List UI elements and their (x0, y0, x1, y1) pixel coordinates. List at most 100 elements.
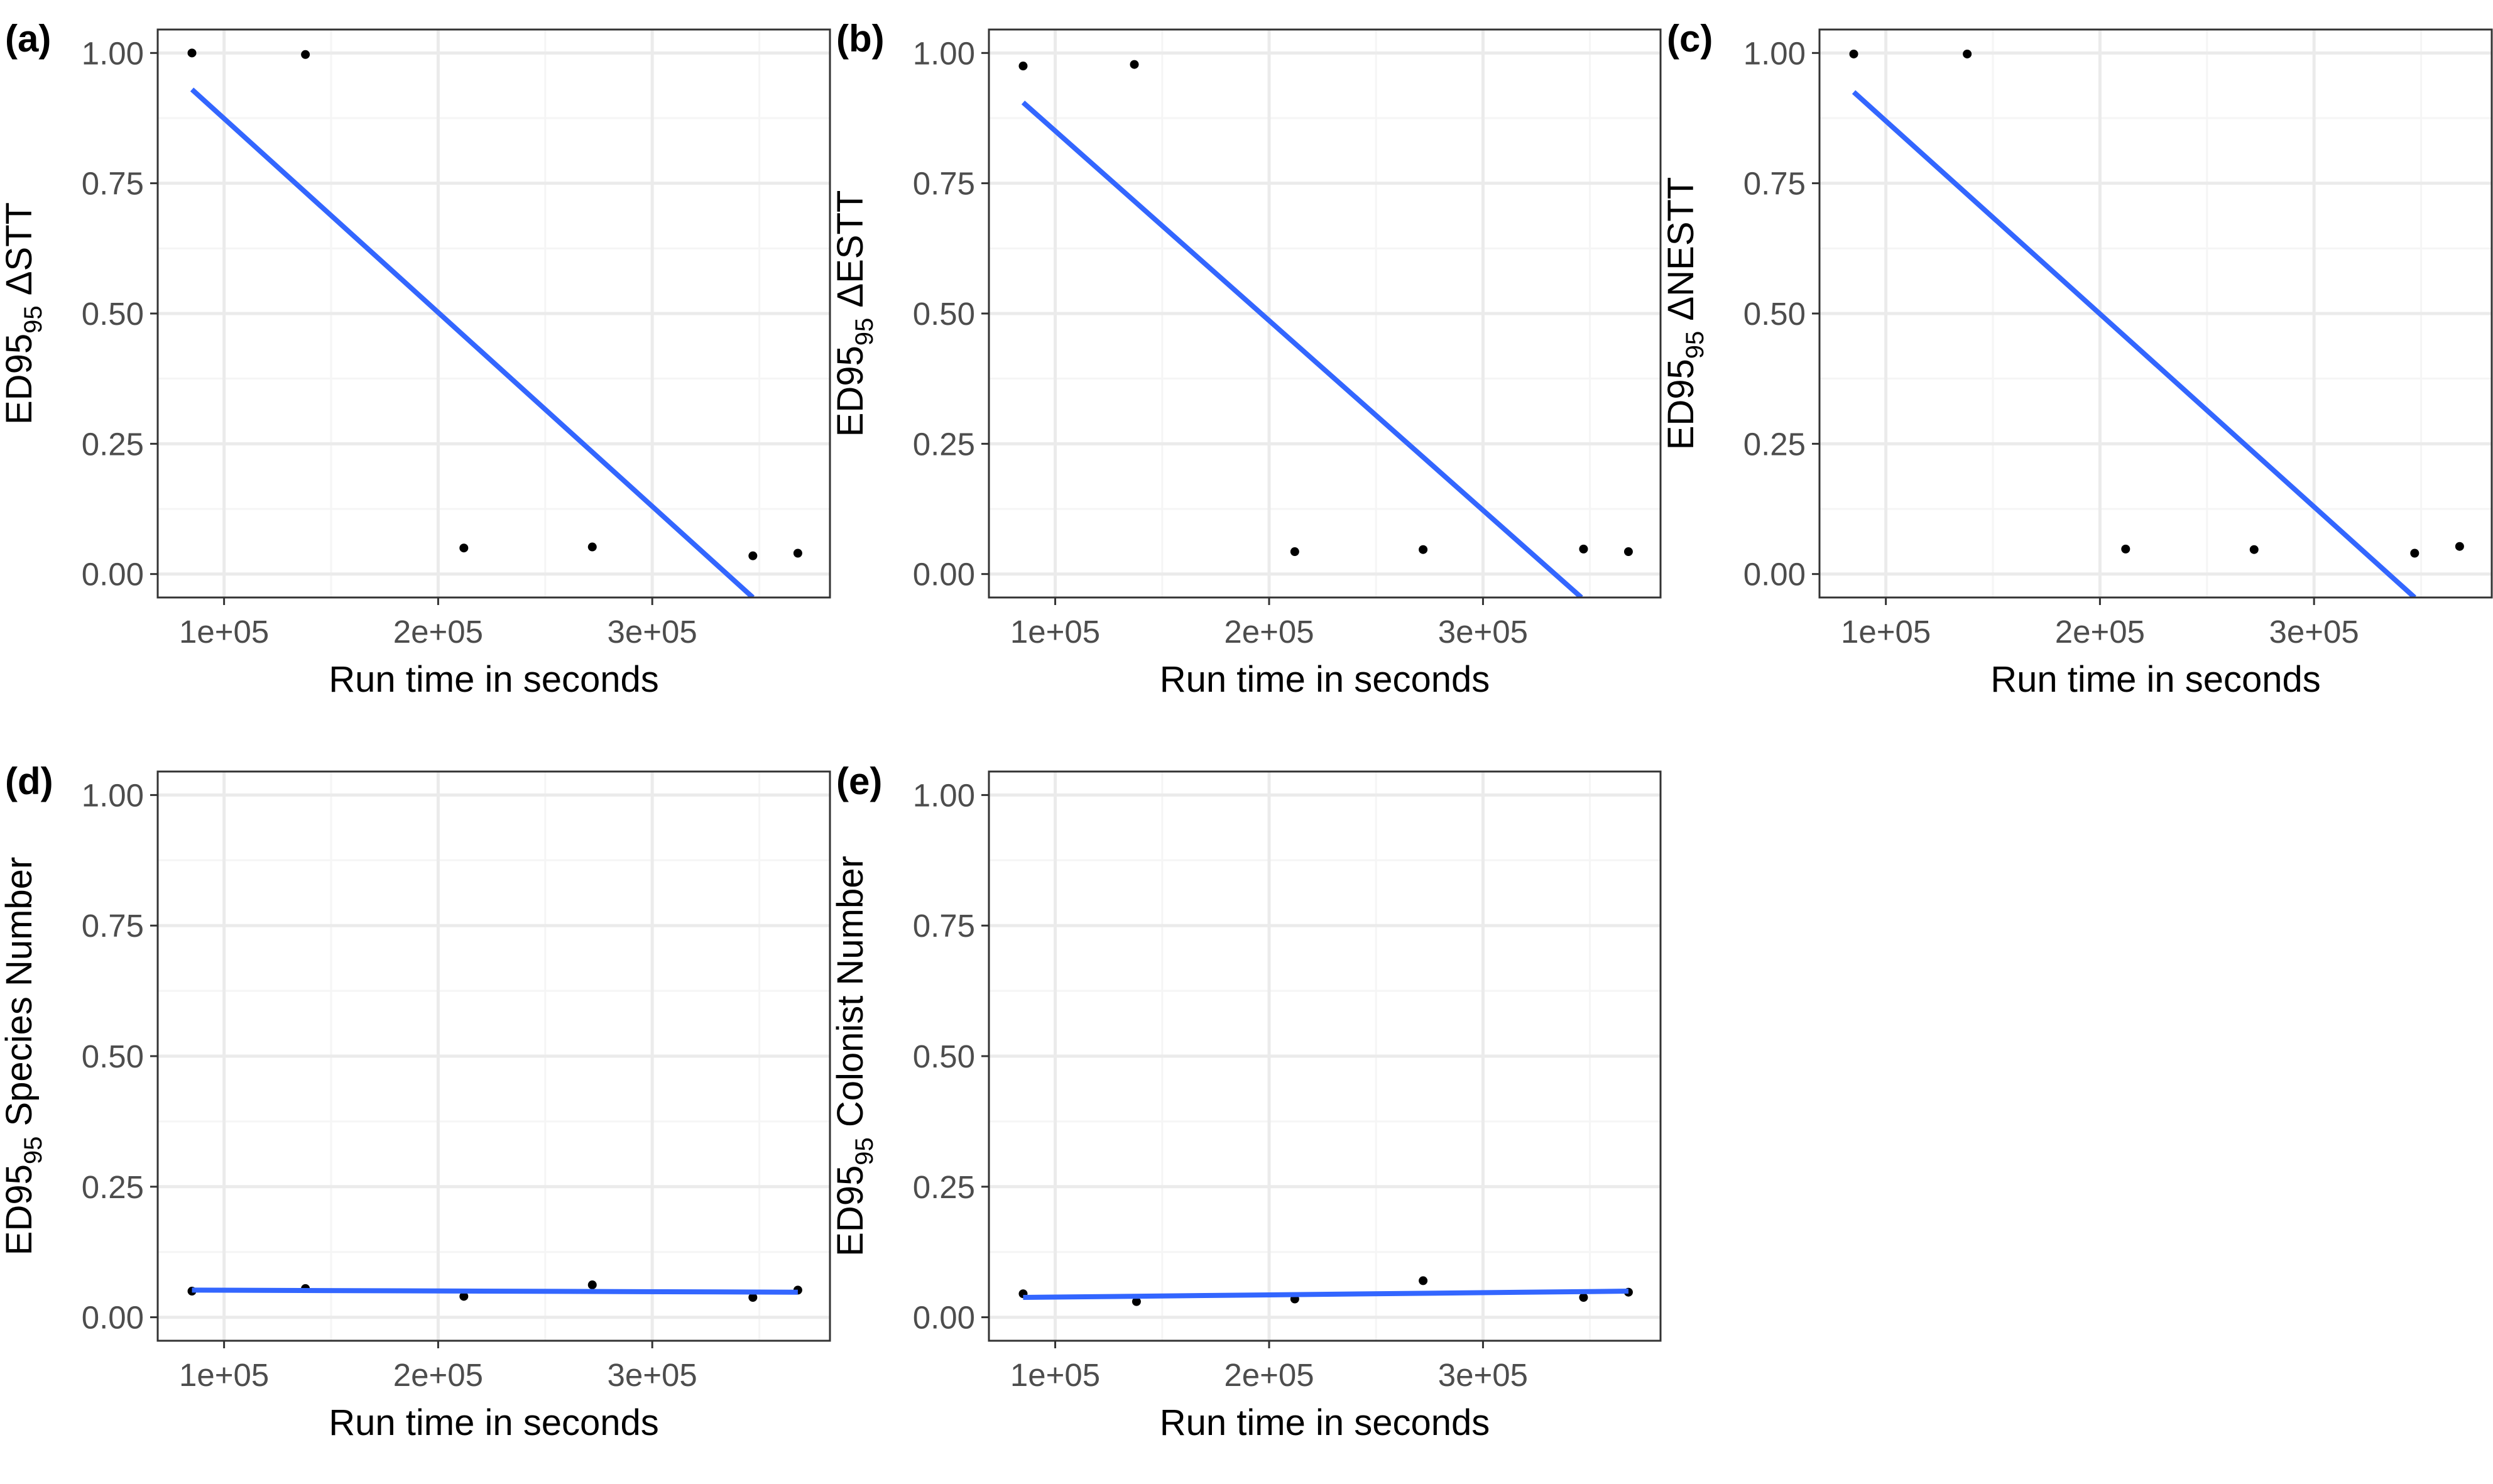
data-point (1579, 1293, 1588, 1302)
panel-b: 0.00 0.25 0.50 0.75 1.00 1e+05 2e+05 3e+05 Run t… (830, 18, 1662, 700)
x-tick-label: 2e+05 (393, 1357, 483, 1393)
y-tick-label: 0.75 (913, 166, 975, 202)
x-axis-title: Run time in seconds (329, 1402, 658, 1443)
fit-line (190, 87, 755, 597)
x-tick-label: 3e+05 (2269, 614, 2359, 650)
y-tick-label: 0.75 (1743, 166, 1806, 202)
data-point (1623, 547, 1633, 557)
data-point (1579, 544, 1588, 554)
x-tick-label: 2e+05 (1224, 1357, 1314, 1393)
y-tick-label: 0.00 (82, 557, 144, 592)
x-tick-label: 1e+05 (179, 614, 269, 650)
panel-label: (b) (836, 18, 885, 60)
fit-line (1021, 101, 1583, 597)
y-axis-title: ED9595 ΔSTT (0, 202, 47, 425)
fit-line (1852, 90, 2417, 597)
y-tick-label: 0.50 (82, 1039, 144, 1074)
y-tick-label: 1.00 (1743, 35, 1806, 71)
y-tick-label: 0.25 (913, 426, 975, 462)
y-axis-title-subscript: 95 (851, 318, 878, 346)
y-axis-title-main: ED95 (1661, 359, 1701, 450)
fit-line (1023, 1289, 1628, 1301)
x-tick-label: 3e+05 (1438, 614, 1528, 650)
panel-label: (e) (836, 760, 882, 802)
y-tick-label: 0.25 (913, 1169, 975, 1205)
data-point (1963, 49, 1972, 58)
x-tick-label: 1e+05 (1841, 614, 1931, 650)
data-point (2121, 544, 2130, 554)
x-tick-label: 3e+05 (608, 1357, 697, 1393)
data-point (748, 1293, 758, 1302)
data-point (2410, 548, 2419, 558)
panel-c: 0.00 0.25 0.50 0.75 1.00 1e+05 2e+05 3e+05 Run t… (1661, 18, 2493, 700)
y-tick-label: 0.75 (913, 908, 975, 944)
data-point (301, 50, 310, 59)
x-axis-title: Run time in seconds (329, 659, 658, 700)
panel-d: 0.00 0.25 0.50 0.75 1.00 1e+05 2e+05 3e+05 Run t… (0, 760, 831, 1443)
y-axis-title: ED9595 ΔNESTT (1661, 177, 1709, 450)
x-tick-label: 1e+05 (179, 1357, 269, 1393)
y-tick-label: 0.50 (913, 296, 975, 332)
y-axis-title: ED9595 Species Number (0, 857, 47, 1255)
y-tick-label: 0.00 (913, 1300, 975, 1336)
data-point (1419, 1276, 1428, 1285)
panel-label: (c) (1667, 18, 1713, 60)
x-tick-label: 1e+05 (1010, 1357, 1100, 1393)
data-point (2249, 545, 2259, 554)
data-point (793, 548, 802, 558)
y-tick-label: 0.75 (82, 166, 144, 202)
y-axis-title-rest: Colonist Number (830, 856, 871, 1137)
fit-line (192, 1287, 798, 1295)
x-tick-label: 3e+05 (1438, 1357, 1528, 1393)
y-tick-label: 0.50 (913, 1039, 975, 1074)
y-tick-label: 1.00 (913, 35, 975, 71)
data-point (1018, 62, 1028, 71)
y-tick-label: 0.00 (1743, 557, 1806, 592)
panel-label: (d) (5, 760, 53, 802)
x-axis-title: Run time in seconds (1160, 1402, 1490, 1443)
y-tick-label: 0.25 (82, 1169, 144, 1205)
x-axis-title: Run time in seconds (1990, 659, 2320, 700)
y-axis-title-rest: ΔSTT (0, 202, 40, 305)
y-axis-title-rest: Species Number (0, 857, 40, 1137)
data-point (1130, 60, 1139, 69)
y-axis-title-subscript: 95 (1681, 331, 1709, 359)
data-points (1018, 60, 1633, 557)
y-axis-title-subscript: 95 (19, 305, 47, 334)
y-tick-label: 0.25 (82, 426, 144, 462)
panel-a: 0.00 0.25 0.50 0.75 1.00 1e+05 2e+05 3e+05 Run t… (0, 18, 831, 700)
y-axis-title-subscript: 95 (851, 1137, 878, 1165)
panel-e: 0.00 0.25 0.50 0.75 1.00 1e+05 2e+05 3e+05 Run t… (830, 760, 1662, 1443)
data-point (748, 551, 758, 560)
y-tick-label: 0.00 (913, 557, 975, 592)
y-axis-title: ED9595 ΔESTT (830, 190, 878, 437)
x-tick-label: 3e+05 (608, 614, 697, 650)
y-tick-label: 1.00 (82, 777, 144, 813)
x-tick-label: 1e+05 (1010, 614, 1100, 650)
data-point (587, 1280, 597, 1290)
y-tick-label: 0.50 (1743, 296, 1806, 332)
data-point (1849, 49, 1858, 58)
x-tick-label: 2e+05 (393, 614, 483, 650)
y-axis-title-rest: ΔESTT (830, 190, 871, 318)
y-axis-title-main: ED95 (0, 1164, 40, 1255)
data-point (459, 543, 469, 553)
panel-label: (a) (5, 18, 51, 60)
y-axis-title: ED9595 Colonist Number (830, 856, 878, 1257)
y-tick-label: 1.00 (913, 777, 975, 813)
data-point (1132, 1297, 1141, 1306)
data-point (2455, 542, 2464, 551)
y-tick-label: 0.00 (82, 1300, 144, 1336)
data-point (1419, 545, 1428, 554)
x-axis-title: Run time in seconds (1160, 659, 1490, 700)
data-points (1849, 49, 2464, 558)
data-point (459, 1292, 469, 1301)
y-axis-title-rest: ΔNESTT (1661, 177, 1701, 331)
x-tick-label: 2e+05 (2055, 614, 2145, 650)
x-tick-label: 2e+05 (1224, 614, 1314, 650)
y-axis-title-main: ED95 (0, 334, 40, 425)
y-tick-label: 0.75 (82, 908, 144, 944)
y-tick-label: 0.25 (1743, 426, 1806, 462)
data-points (187, 48, 802, 560)
